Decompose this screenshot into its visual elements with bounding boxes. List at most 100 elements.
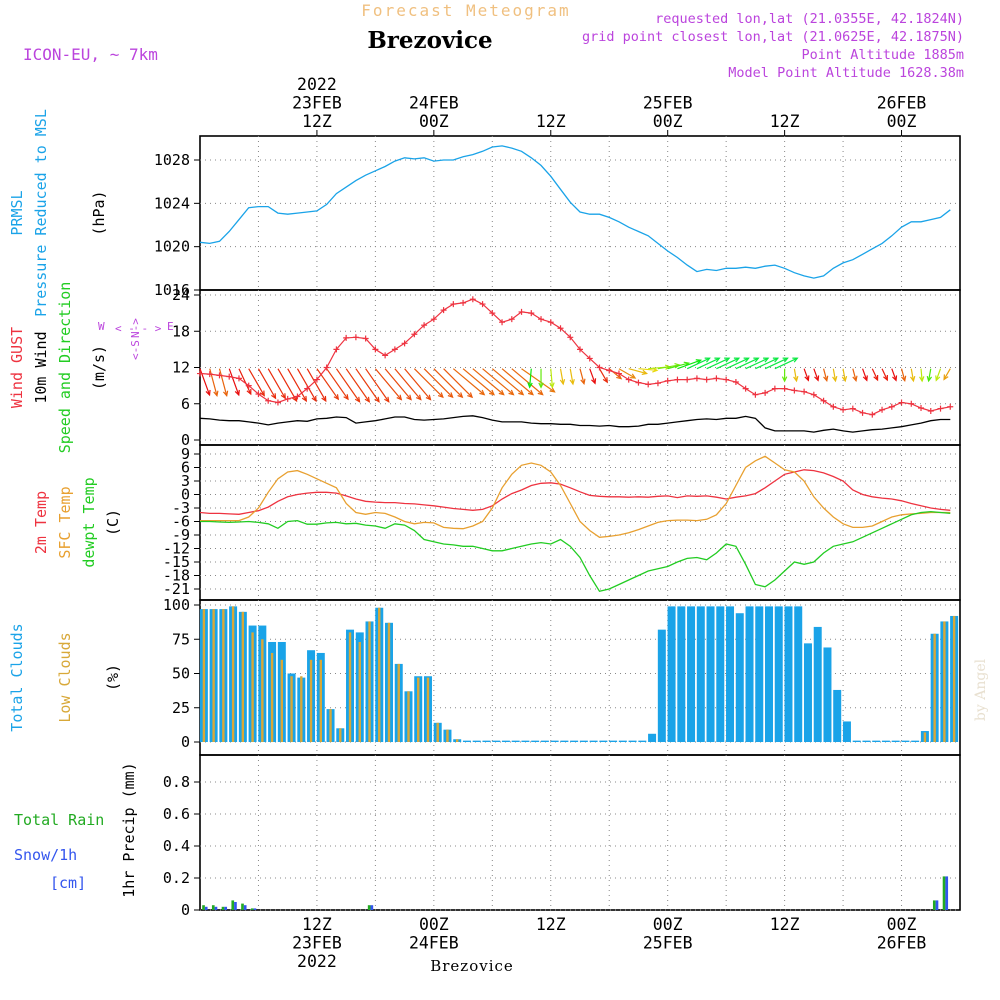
low-cloud-bar <box>943 621 946 742</box>
wind-arrow <box>423 368 454 398</box>
wind-arrow-head <box>616 373 623 380</box>
wind-arrow <box>813 368 819 381</box>
low-cloud-bar <box>348 632 352 742</box>
gust-marker <box>859 409 866 416</box>
total-cloud-bar <box>677 606 686 742</box>
wind-arrow-head <box>527 389 534 396</box>
wind-arrow-head <box>862 375 868 382</box>
gust-marker <box>732 379 739 385</box>
precip-label-snow: Snow/1h <box>14 846 77 864</box>
temperature-label-1: SFC Temp <box>56 486 74 558</box>
wind-arrow-head <box>406 394 412 401</box>
low-cloud-bar <box>202 609 206 742</box>
total-cloud-bar <box>833 689 842 742</box>
total-cloud-bar <box>891 740 900 742</box>
bottom-time-label: 12Z <box>770 915 800 934</box>
wind-arrow-head <box>724 357 731 363</box>
wind-arrow <box>384 368 412 400</box>
gust-marker <box>197 370 203 377</box>
wind-arrow-head <box>772 357 780 363</box>
total-cloud-bar <box>774 606 783 742</box>
wind-arrow <box>686 357 710 370</box>
rain-bar <box>367 905 371 910</box>
total-cloud-bar <box>726 606 735 742</box>
gust-marker <box>771 385 778 392</box>
clouds-ytick-label: 75 <box>172 630 190 648</box>
gust-marker <box>577 346 583 353</box>
wind-arrow-head <box>743 357 750 363</box>
wind-arrow <box>871 368 879 381</box>
wind-arrow-head <box>602 377 608 384</box>
total-cloud-bar <box>667 606 676 742</box>
wind-arrow <box>745 357 769 370</box>
rain-bar <box>241 903 244 910</box>
total-cloud-bar <box>540 740 549 742</box>
total-cloud-bar <box>881 740 890 742</box>
gust-marker <box>274 399 281 406</box>
wind-ytick-label: 24 <box>172 286 190 304</box>
total-cloud-bar <box>579 740 588 742</box>
total-cloud-bar <box>813 626 822 742</box>
top-time-label: 00Z <box>419 112 449 131</box>
snow-bar <box>234 902 237 910</box>
wind-arrow <box>452 368 485 396</box>
bottom-time-label: 00Z <box>887 915 917 934</box>
wind-panel: 0 6 12 18 24 Wind GUST 10m Wind Speed and Direc… <box>8 282 961 453</box>
wind-arrow <box>267 368 286 399</box>
total-cloud-bar <box>609 740 618 742</box>
gust-marker <box>781 385 788 392</box>
temp2m-line <box>199 469 951 515</box>
wind-arrow-head <box>832 375 838 383</box>
wind-arrow-head <box>792 357 799 363</box>
wind-arrow-head <box>569 378 575 386</box>
gust-marker <box>284 395 291 402</box>
wind-arrow-head <box>892 375 898 382</box>
wind-arrow <box>482 368 514 396</box>
wind-arrow-head <box>396 394 403 401</box>
gust-marker <box>674 376 681 383</box>
wind-arrow-head <box>213 390 219 397</box>
snow-bar <box>935 900 939 910</box>
precip-label-rain: Total Rain <box>14 811 104 829</box>
wind-arrow-head <box>580 378 586 386</box>
low-cloud-bar <box>358 641 361 742</box>
total-cloud-bar <box>482 740 491 742</box>
low-cloud-bar <box>417 677 420 742</box>
wind-arrow <box>218 368 228 396</box>
gust-marker <box>567 334 574 341</box>
top-time-label: 25FEB <box>643 94 693 113</box>
wind-arrow <box>394 368 422 400</box>
wind-arrow <box>199 368 211 396</box>
total-cloud-bar <box>531 740 540 742</box>
total-cloud-bar <box>589 740 598 742</box>
wind-arrow <box>326 368 349 400</box>
total-cloud-bar <box>852 740 861 742</box>
wind-arrow <box>657 364 680 370</box>
bottom-time-label: 25FEB <box>643 934 693 953</box>
bottom-time-label: 12Z <box>302 915 332 934</box>
precip-ytick-label: 0.2 <box>163 869 190 887</box>
gust-marker <box>888 403 895 410</box>
top-time-label: 23FEB <box>292 94 342 113</box>
pressure-ytick-label: 1028 <box>154 151 190 169</box>
temperature-label-2: dewpt Temp <box>80 477 98 567</box>
wind-arrow <box>374 368 402 400</box>
prmsl-line <box>199 145 951 279</box>
gust-marker <box>294 393 301 400</box>
top-time-label: 12Z <box>770 112 800 131</box>
total-cloud-bar <box>599 740 608 742</box>
temperature-ytick-label: -6 <box>172 513 190 531</box>
wind-arrow <box>550 368 553 388</box>
gust-marker <box>615 370 622 377</box>
wind-arrow-head <box>343 394 349 401</box>
bottom-time-label: 23FEB <box>292 934 342 953</box>
gust-marker <box>391 346 398 353</box>
gust-marker <box>499 319 506 326</box>
wind-arrow <box>365 368 390 403</box>
gust-marker <box>372 346 379 353</box>
wind-arrow <box>501 368 534 396</box>
wind-arrow <box>569 368 574 385</box>
total-cloud-bar <box>648 733 657 742</box>
bottom-time-label: 00Z <box>653 915 683 934</box>
wind-arrow-head <box>354 396 361 403</box>
